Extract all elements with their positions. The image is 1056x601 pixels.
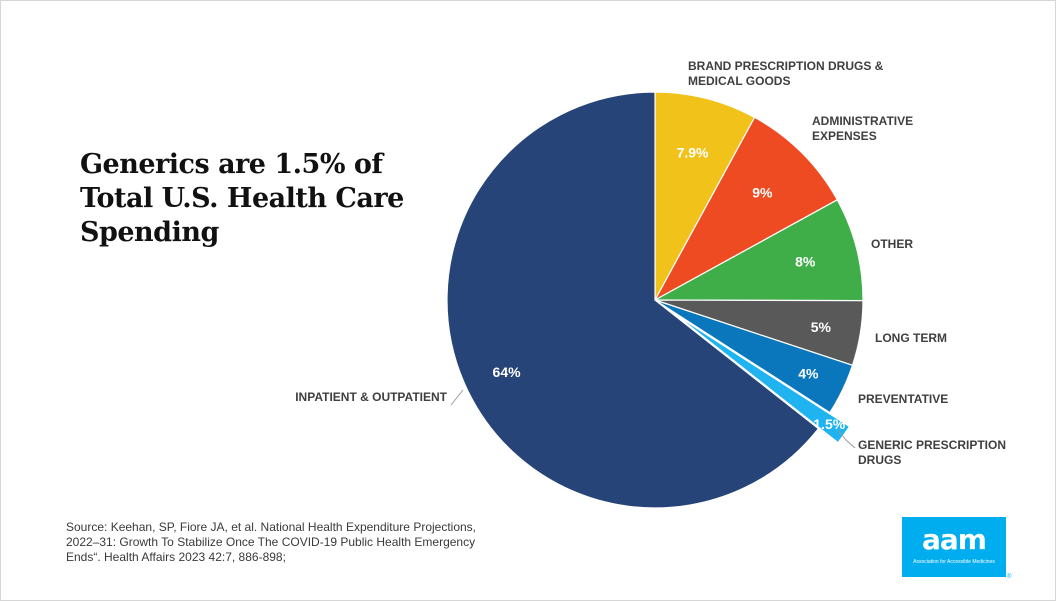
slice-value-label: 64%: [493, 364, 522, 380]
slice-value-label: 5%: [811, 319, 832, 335]
slice-category-label: ADMINISTRATIVE EXPENSES: [812, 114, 913, 143]
pie-slice: [674, 313, 851, 444]
slice-value-label: 8%: [795, 254, 816, 270]
logo-wordmark: aam: [922, 523, 987, 556]
pie-slice: [654, 299, 854, 414]
title-line-1: Generics are 1.5% of: [80, 149, 383, 180]
source-line-1: Source: Keehan, SP, Fiore JA, et al. Nat…: [66, 520, 477, 534]
slice-category-label: INPATIENT & OUTPATIENT: [295, 390, 447, 404]
slice-value-label: 7.9%: [677, 145, 709, 161]
slice-value-label: 4%: [798, 365, 819, 381]
slice-category-label: OTHER: [871, 237, 913, 251]
aam-logo: aam Association for Accessible Medicines: [902, 517, 1006, 577]
leader-line: [450, 389, 464, 406]
pie-slice: [653, 116, 839, 302]
leader-line: [837, 429, 856, 449]
title-line-2: Total U.S. Health Care: [80, 183, 404, 214]
source-line-3: Ends“. Health Affairs 2023 42:7, 886-898…: [66, 550, 286, 564]
slice-value-label: 9%: [752, 184, 773, 200]
title-line-3: Spending: [80, 217, 219, 248]
slide-title: Generics are 1.5% of Total U.S. Health C…: [80, 148, 440, 250]
pie-slice: [654, 91, 756, 301]
slice-category-label: PREVENTATIVE: [858, 392, 948, 406]
pie-slice: [446, 91, 820, 509]
registered-mark: ®: [1007, 574, 1012, 580]
slice-category-label: BRAND PRESCRIPTION DRUGS & MEDICAL GOODS: [688, 59, 884, 88]
slice-value-label: 1.5%: [813, 416, 845, 432]
slice-category-label: GENERIC PRESCRIPTION DRUGS: [858, 438, 1006, 467]
pie-slice: [652, 199, 864, 302]
slice-category-label: LONG TERM: [875, 331, 947, 345]
source-line-2: 2022–31: Growth To Stabilize Once The CO…: [66, 535, 476, 549]
source-citation: Source: Keehan, SP, Fiore JA, et al. Nat…: [66, 520, 566, 565]
logo-subtitle: Association for Accessible Medicines: [913, 559, 995, 565]
